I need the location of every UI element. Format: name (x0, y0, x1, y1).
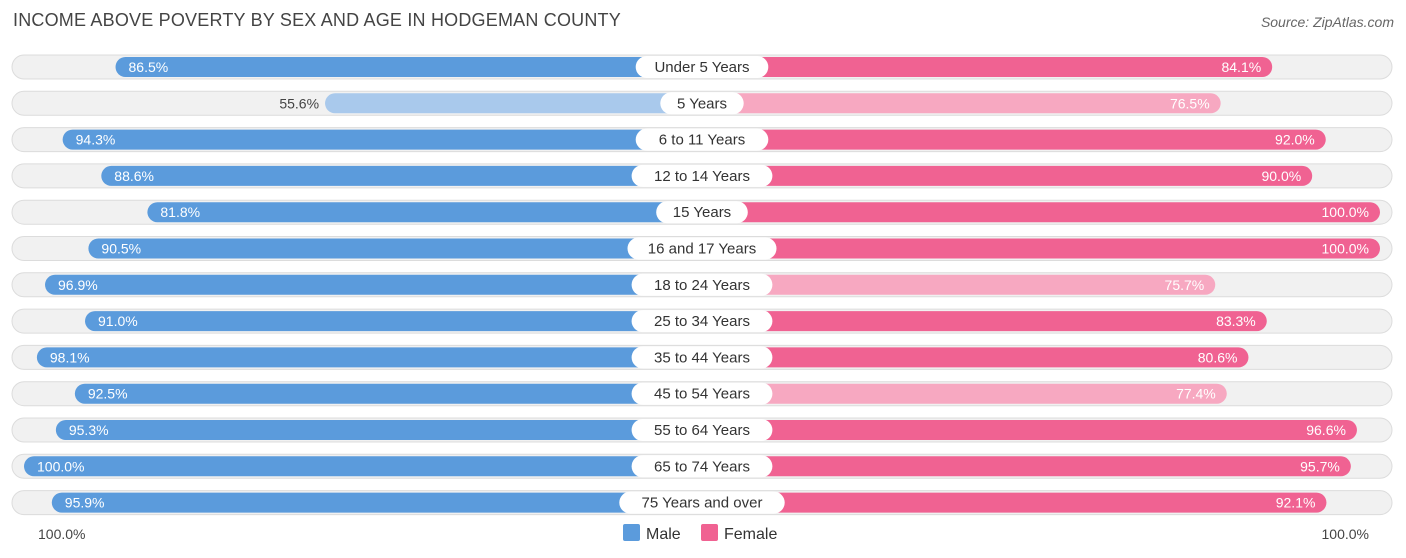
category-pill (631, 310, 773, 333)
category-pill (635, 128, 769, 151)
female-bar (702, 165, 1313, 186)
category-label: 35 to 44 Years (654, 349, 750, 366)
category-label: 55 to 64 Years (654, 422, 750, 439)
female-bar (702, 420, 1357, 440)
category-pill (656, 201, 748, 224)
female-value-label: 80.6% (1198, 349, 1238, 365)
category-label: 12 to 14 Years (654, 168, 750, 185)
axis-right-label: 100.0% (1322, 526, 1369, 542)
category-label: 75 Years and over (642, 495, 763, 512)
female-value-label: 100.0% (1322, 204, 1369, 220)
female-value-label: 100.0% (1322, 241, 1369, 257)
female-value-label: 77.4% (1176, 386, 1216, 402)
female-value-label: 92.0% (1275, 132, 1315, 148)
male-value-label: 86.5% (129, 59, 169, 75)
male-value-label: 92.5% (88, 386, 128, 402)
category-label: 16 and 17 Years (648, 241, 756, 258)
category-label: 5 Years (677, 95, 727, 112)
female-bar (702, 492, 1327, 513)
axis-left-label: 100.0% (38, 526, 85, 542)
category-pill (619, 491, 785, 514)
male-bar (115, 57, 702, 77)
female-bar (702, 202, 1380, 223)
male-value-label: 55.6% (279, 95, 319, 111)
female-value-label: 96.6% (1306, 422, 1346, 438)
category-label: 65 to 74 Years (654, 458, 750, 475)
male-value-label: 96.9% (58, 277, 98, 293)
male-bar (88, 238, 702, 259)
category-pill (631, 419, 773, 441)
legend-male-label: Male (646, 526, 681, 543)
category-pill (660, 92, 744, 115)
category-pill (631, 455, 773, 478)
male-bar (325, 93, 702, 114)
male-value-label: 100.0% (37, 458, 84, 474)
category-pill (631, 382, 773, 405)
category-pill (627, 237, 777, 260)
female-value-label: 95.7% (1300, 458, 1340, 474)
female-bar (702, 311, 1267, 332)
female-bar (702, 93, 1221, 114)
female-value-label: 90.0% (1261, 168, 1301, 184)
female-value-label: 83.3% (1216, 313, 1256, 329)
female-value-label: 92.1% (1276, 495, 1316, 511)
male-value-label: 95.9% (65, 495, 105, 511)
female-value-label: 76.5% (1170, 95, 1210, 111)
category-pill (631, 346, 773, 369)
female-bar (702, 274, 1216, 295)
legend-female-label: Female (724, 526, 777, 543)
category-label: 18 to 24 Years (654, 277, 750, 294)
category-label: 25 to 34 Years (654, 313, 750, 330)
chart-title: INCOME ABOVE POVERTY BY SEX AND AGE IN H… (13, 10, 621, 30)
male-bar (51, 492, 703, 513)
female-bar (702, 456, 1351, 477)
category-pill (635, 56, 769, 78)
category-label: Under 5 Years (654, 59, 749, 76)
category-label: 6 to 11 Years (659, 132, 745, 149)
male-value-label: 98.1% (50, 349, 90, 365)
male-bar (147, 202, 702, 223)
male-bar (62, 129, 703, 150)
male-bar (45, 274, 702, 295)
male-value-label: 91.0% (98, 313, 138, 329)
category-label: 15 Years (673, 204, 731, 221)
male-bar (74, 383, 703, 404)
female-value-label: 84.1% (1221, 59, 1261, 75)
female-bar (702, 129, 1326, 150)
male-value-label: 90.5% (101, 241, 141, 257)
male-value-label: 81.8% (160, 204, 200, 220)
male-bar (24, 456, 702, 477)
category-label: 45 to 54 Years (654, 386, 750, 403)
male-value-label: 88.6% (114, 168, 154, 184)
male-value-label: 94.3% (76, 132, 116, 148)
female-bar (702, 383, 1227, 404)
female-bar (702, 238, 1380, 259)
male-bar (85, 311, 702, 332)
male-bar (55, 420, 702, 440)
male-bar (101, 165, 703, 186)
male-bar (36, 347, 702, 368)
male-value-label: 95.3% (69, 422, 109, 438)
legend-male-swatch (623, 524, 640, 541)
category-pill (631, 164, 773, 187)
category-pill (631, 273, 773, 296)
source-note: Source: ZipAtlas.com (1260, 14, 1394, 30)
legend-female-swatch (701, 524, 718, 541)
female-value-label: 75.7% (1165, 277, 1205, 293)
female-bar (702, 347, 1249, 368)
female-bar (702, 57, 1273, 77)
